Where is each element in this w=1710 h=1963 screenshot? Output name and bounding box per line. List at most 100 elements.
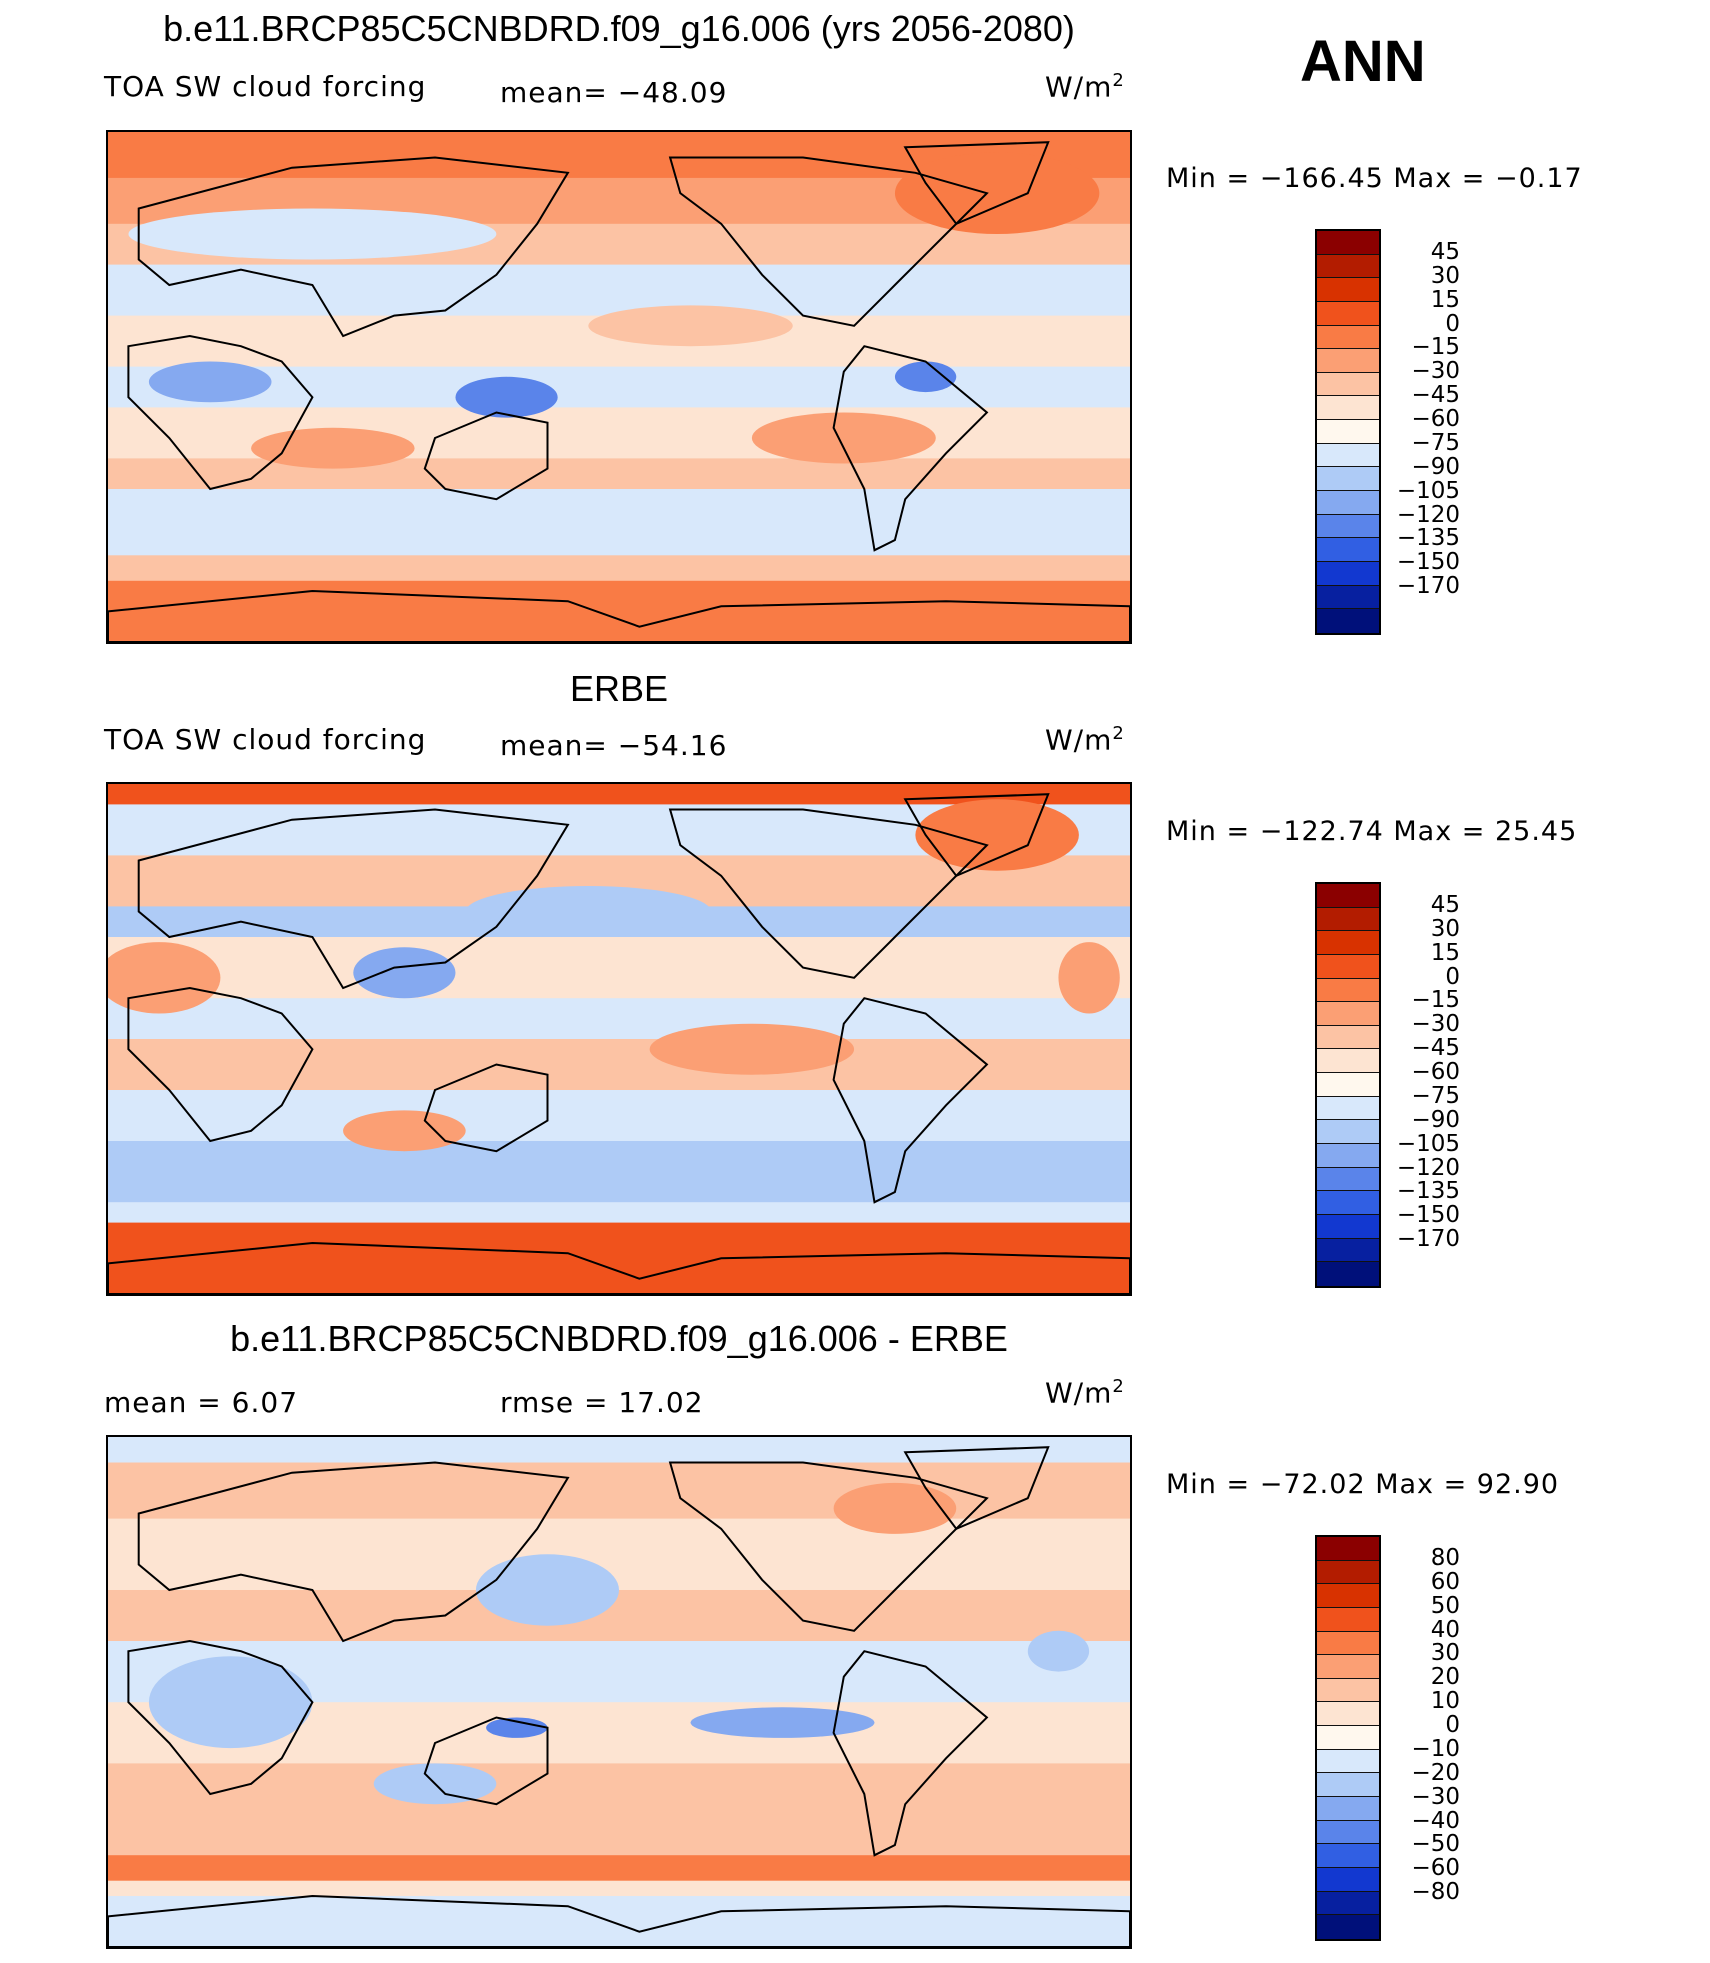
colorbar-label: −75 xyxy=(1411,1082,1460,1109)
field-band xyxy=(108,366,1130,409)
coastline xyxy=(108,1241,1130,1294)
colorbar-label: −90 xyxy=(1411,453,1460,480)
panel-2-colorbar xyxy=(1315,882,1381,1288)
coastline xyxy=(423,1716,549,1806)
field-band xyxy=(108,1462,1130,1520)
field-band xyxy=(108,1880,1130,1897)
colorbar-label: −20 xyxy=(1411,1759,1460,1786)
panel-3-map xyxy=(106,1435,1132,1949)
colorbar-swatch xyxy=(1317,1238,1379,1263)
field-band xyxy=(108,1518,1130,1591)
colorbar-swatch xyxy=(1317,1144,1379,1168)
coastline xyxy=(668,1461,989,1632)
colorbar-swatch xyxy=(1317,561,1379,586)
colorbar-swatch xyxy=(1317,231,1379,255)
colorbar-swatch xyxy=(1317,1867,1379,1892)
colorbar-swatch xyxy=(1317,491,1379,515)
panel-1-map-svg xyxy=(108,132,1130,642)
panel-1-minmax: Min = −166.45 Max = −0.17 xyxy=(1166,163,1583,194)
colorbar-label: −45 xyxy=(1411,382,1460,409)
colorbar-label: 15 xyxy=(1430,286,1460,313)
colorbar-label: −150 xyxy=(1396,1202,1460,1229)
colorbar-label: 60 xyxy=(1430,1568,1460,1595)
colorbar-label: 15 xyxy=(1430,939,1460,966)
colorbar-swatch xyxy=(1317,1607,1379,1632)
field-band xyxy=(108,937,1130,1000)
colorbar-swatch xyxy=(1317,585,1379,610)
coastline xyxy=(903,1446,1050,1531)
colorbar-label: 10 xyxy=(1430,1688,1460,1715)
colorbar-swatch xyxy=(1317,1678,1379,1703)
colorbar-label: −30 xyxy=(1411,1011,1460,1038)
field-band xyxy=(108,1039,1130,1091)
field-band xyxy=(108,580,1130,642)
panel-2-map-svg xyxy=(108,784,1130,1294)
colorbar-swatch xyxy=(1317,1891,1379,1916)
field-contour xyxy=(588,305,793,347)
colorbar-swatch xyxy=(1317,349,1379,373)
colorbar-swatch xyxy=(1317,538,1379,562)
field-contour xyxy=(343,1110,466,1152)
colorbar-swatch xyxy=(1317,1120,1379,1145)
field-band xyxy=(108,1855,1130,1882)
colorbar-swatch xyxy=(1317,301,1379,326)
colorbar-swatch xyxy=(1317,931,1379,955)
field-contour xyxy=(915,799,1079,871)
coastline xyxy=(137,808,570,990)
colorbar-swatch xyxy=(1317,609,1379,633)
colorbar-swatch xyxy=(1317,1726,1379,1750)
colorbar-swatch xyxy=(1317,954,1379,979)
colorbar-label: −30 xyxy=(1411,358,1460,385)
colorbar-swatch xyxy=(1317,1262,1379,1286)
colorbar-swatch xyxy=(1317,1749,1379,1774)
field-band xyxy=(108,264,1130,317)
panel-1-map xyxy=(106,130,1132,644)
colorbar-label: −50 xyxy=(1411,1831,1460,1858)
colorbar-label: −60 xyxy=(1411,406,1460,433)
field-contour xyxy=(833,1482,957,1534)
colorbar-swatch xyxy=(1317,1002,1379,1026)
colorbar-swatch xyxy=(1317,1655,1379,1679)
field-contour xyxy=(128,208,497,260)
field-contour xyxy=(751,412,936,464)
colorbar-label: −15 xyxy=(1411,987,1460,1014)
field-contour xyxy=(649,1023,855,1075)
panel-2-unit: W/m2 xyxy=(1045,723,1125,757)
colorbar-swatch xyxy=(1317,1820,1379,1845)
panel-3-mean: mean = 6.07 xyxy=(104,1386,299,1419)
colorbar-swatch xyxy=(1317,443,1379,468)
colorbar-label: 45 xyxy=(1430,238,1460,265)
colorbar-swatch xyxy=(1317,1073,1379,1097)
colorbar-label: −60 xyxy=(1411,1059,1460,1086)
field-contour xyxy=(475,1554,619,1626)
colorbar-label: 0 xyxy=(1445,1712,1460,1739)
colorbar-swatch xyxy=(1317,372,1379,397)
panel-3-minmax: Min = −72.02 Max = 92.90 xyxy=(1166,1469,1560,1500)
panel-3-colorbar xyxy=(1315,1535,1381,1941)
field-contour xyxy=(353,947,456,999)
field-band xyxy=(108,1222,1130,1294)
colorbar-label: 40 xyxy=(1430,1616,1460,1643)
colorbar-swatch xyxy=(1317,1096,1379,1121)
colorbar-swatch xyxy=(1317,1915,1379,1939)
colorbar-swatch xyxy=(1317,1702,1379,1727)
coastline xyxy=(668,808,989,979)
colorbar-swatch xyxy=(1317,1844,1379,1868)
colorbar-swatch xyxy=(1317,1214,1379,1239)
colorbar-label: −15 xyxy=(1411,334,1460,361)
colorbar-label: 30 xyxy=(1430,262,1460,289)
coastline xyxy=(832,345,989,552)
panel-1-variable: TOA SW cloud forcing xyxy=(104,70,427,103)
field-contour xyxy=(148,1656,313,1749)
colorbar-swatch xyxy=(1317,1167,1379,1192)
colorbar-swatch xyxy=(1317,278,1379,302)
field-band xyxy=(108,1896,1130,1947)
colorbar-label: 0 xyxy=(1445,310,1460,337)
field-contour xyxy=(108,942,221,1014)
colorbar-swatch xyxy=(1317,1025,1379,1050)
colorbar-swatch xyxy=(1317,396,1379,421)
panel-1-unit: W/m2 xyxy=(1045,70,1125,104)
colorbar-swatch xyxy=(1317,467,1379,492)
coastline xyxy=(423,1063,549,1153)
field-contour xyxy=(251,427,415,469)
